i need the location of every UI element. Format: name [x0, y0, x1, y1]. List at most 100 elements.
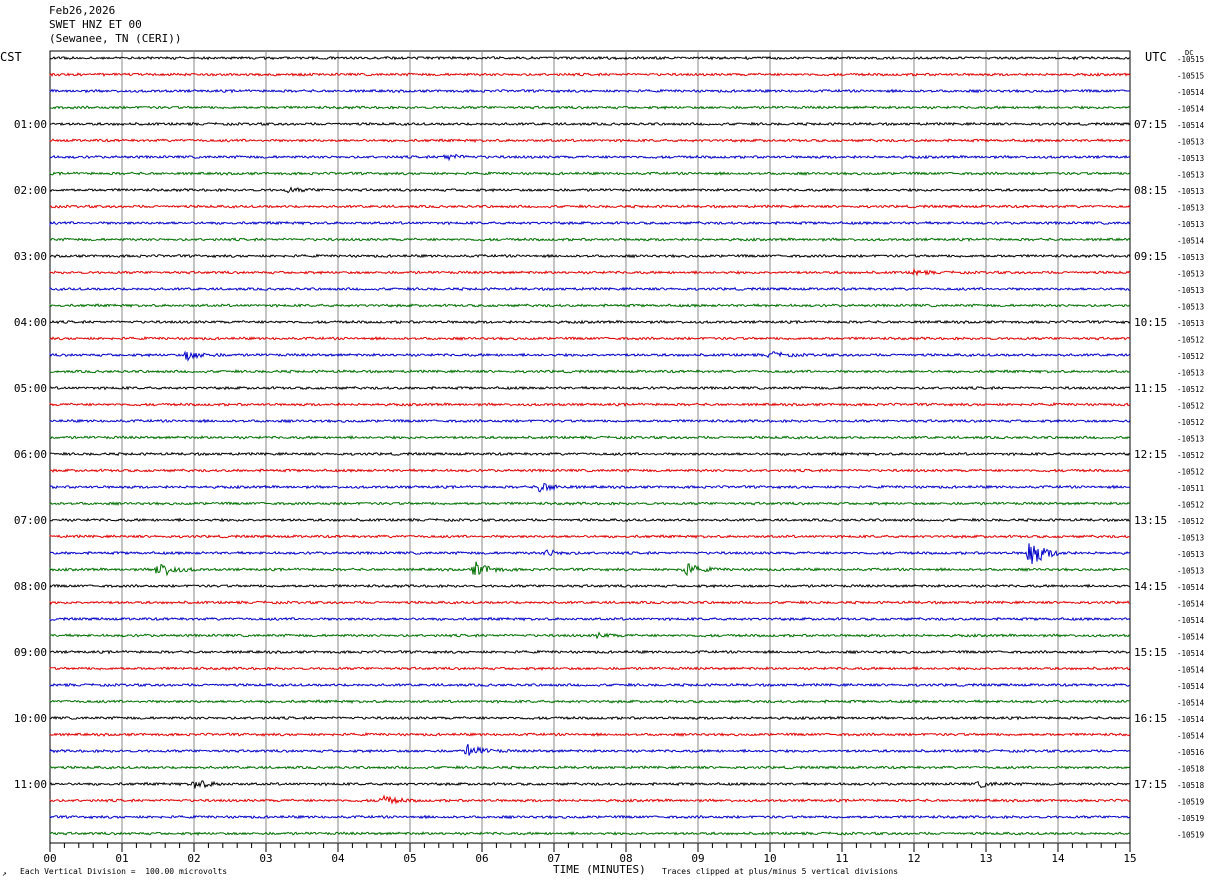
right-timezone-label: UTC: [1145, 50, 1167, 64]
seismic-trace: [49, 286, 1131, 292]
dc-offset-label: -10512: [1177, 451, 1204, 460]
dc-offset-label: -10513: [1177, 154, 1204, 163]
left-hour-label: 02:00: [14, 184, 47, 197]
dc-offset-label: -10512: [1177, 468, 1204, 477]
right-hour-label: 15:15: [1134, 646, 1167, 659]
left-hour-label: 11:00: [14, 778, 47, 791]
seismic-trace: [49, 682, 1131, 688]
x-axis-label: TIME (MINUTES): [553, 863, 646, 876]
dc-offset-label: -10513: [1177, 187, 1204, 196]
seismic-trace: [49, 699, 1131, 704]
seismic-trace: [49, 765, 1131, 770]
x-tick-label: 04: [331, 852, 345, 865]
seismic-trace: [49, 468, 1131, 473]
dc-offset-label: -10514: [1177, 105, 1205, 114]
x-tick-label: 06: [475, 852, 488, 865]
dc-offset-label: -10516: [1177, 748, 1205, 757]
clip-note: Traces clipped at plus/minus 5 vertical …: [662, 867, 899, 876]
dc-offset-label: -10513: [1177, 567, 1204, 576]
dc-offset-label: -10513: [1177, 204, 1204, 213]
right-hour-label: 16:15: [1134, 712, 1167, 725]
x-tick-label: 15: [1123, 852, 1136, 865]
x-tick-label: 01: [115, 852, 128, 865]
seismic-trace: [49, 780, 1131, 789]
dc-offset-label: -10514: [1177, 616, 1205, 625]
seismic-trace: [49, 104, 1131, 111]
seismic-trace: [49, 561, 1131, 577]
dc-offset-label: -10518: [1177, 765, 1205, 774]
dc-offset-label: -10514: [1177, 715, 1205, 724]
dc-offset-label: -10513: [1177, 435, 1204, 444]
left-hour-label: 08:00: [14, 580, 47, 593]
seismic-trace: [49, 303, 1131, 308]
seismic-trace: [49, 665, 1131, 672]
left-hour-label: 06:00: [14, 448, 47, 461]
right-hour-label: 12:15: [1134, 448, 1167, 461]
dc-offset-label: -10513: [1177, 171, 1204, 180]
dc-offset-label: -10513: [1177, 220, 1204, 229]
seismic-trace: [49, 434, 1131, 440]
dc-offset-label: -10513: [1177, 138, 1204, 147]
dc-offset-label: -10515: [1177, 55, 1204, 64]
left-timezone-label: CST: [0, 50, 22, 64]
dc-offset-label: -10514: [1177, 583, 1205, 592]
seismic-trace: [49, 88, 1131, 94]
seismic-trace: [49, 715, 1131, 721]
seismic-trace: [49, 731, 1131, 738]
seismic-trace: [49, 483, 1131, 493]
x-tick-label: 14: [1051, 852, 1065, 865]
right-hour-label: 13:15: [1134, 514, 1167, 527]
x-tick-label: 12: [907, 852, 920, 865]
seismic-trace: [49, 534, 1131, 539]
seismic-trace: [49, 451, 1131, 457]
x-tick-label: 09: [691, 852, 704, 865]
seismic-trace: [49, 401, 1131, 408]
dc-offset-label: -10514: [1177, 666, 1205, 675]
seismic-trace: [49, 138, 1131, 143]
right-hour-label: 08:15: [1134, 184, 1167, 197]
dc-offset-label: -10519: [1177, 831, 1204, 840]
seismic-trace: [49, 55, 1131, 61]
dc-offset-label: -10512: [1177, 402, 1204, 411]
seismic-trace: [49, 335, 1131, 342]
right-hour-label: 14:15: [1134, 580, 1167, 593]
seismic-trace: [49, 418, 1131, 424]
x-tick-label: 07: [547, 852, 560, 865]
x-tick-label: 05: [403, 852, 416, 865]
seismic-trace: [49, 267, 1131, 277]
x-tick-label: 13: [979, 852, 992, 865]
seismic-trace: [49, 153, 1131, 162]
x-tick-label: 03: [259, 852, 272, 865]
dc-offset-label: -10519: [1177, 798, 1204, 807]
dc-offset-label: -10514: [1177, 732, 1205, 741]
seismic-trace: [49, 220, 1131, 227]
dc-offset-label: -10514: [1177, 682, 1205, 691]
dc-offset-header: DC: [1185, 49, 1194, 57]
left-hour-label: 03:00: [14, 250, 47, 263]
seismic-trace: [49, 814, 1131, 820]
dc-offset-label: -10513: [1177, 550, 1204, 559]
dc-offset-label: -10515: [1177, 72, 1204, 81]
dc-offset-label: -10513: [1177, 270, 1204, 279]
dc-offset-label: -10512: [1177, 517, 1204, 526]
dc-offset-label: -10514: [1177, 237, 1205, 246]
dc-offset-label: -10512: [1177, 385, 1204, 394]
right-hour-label: 17:15: [1134, 778, 1167, 791]
dc-offset-label: -10513: [1177, 286, 1204, 295]
dc-offset-label: -10513: [1177, 319, 1204, 328]
dc-offset-label: -10514: [1177, 649, 1205, 658]
seismic-trace: [49, 600, 1131, 605]
dc-offset-label: -10512: [1177, 501, 1204, 510]
right-hour-label: 09:15: [1134, 250, 1167, 263]
seismic-trace: [49, 649, 1131, 655]
seismic-trace: [49, 583, 1131, 589]
header-location: (Sewanee, TN (CERI)): [49, 32, 182, 45]
seismic-trace: [49, 543, 1131, 564]
left-hour-label: 04:00: [14, 316, 47, 329]
dc-offset-label: -10514: [1177, 633, 1205, 642]
left-hour-label: 01:00: [14, 118, 47, 131]
scale-note: Each Vertical Division = 100.00 microvol…: [20, 867, 228, 876]
plot-frame: [49, 50, 1131, 844]
right-hour-label: 07:15: [1134, 118, 1167, 131]
seismic-trace: [49, 631, 1131, 640]
